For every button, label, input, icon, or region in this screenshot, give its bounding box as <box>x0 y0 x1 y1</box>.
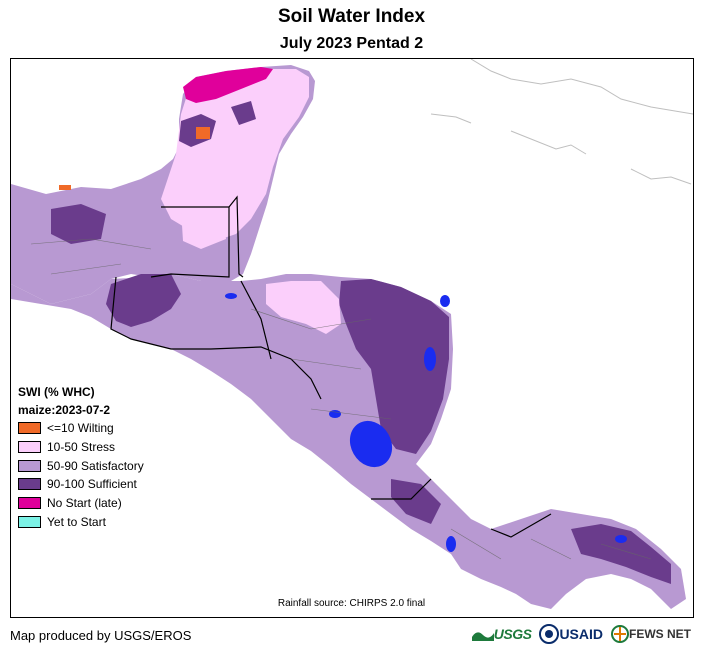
legend-label: <=10 Wilting <box>47 421 114 436</box>
legend-label: 90-100 Sufficient <box>47 477 137 492</box>
legend-title: SWI (% WHC) <box>18 385 95 399</box>
region-no-start <box>183 67 273 103</box>
region-honduras-stress <box>181 207 341 334</box>
water-bodies <box>225 293 627 552</box>
central-america-map <box>11 59 693 609</box>
usgs-logo: USGS <box>471 626 532 642</box>
usgs-wave-icon <box>471 632 494 641</box>
map-title: Soil Water Index <box>277 6 426 27</box>
legend-swatch <box>18 497 41 510</box>
legend-items: <=10 Wilting 10-50 Stress 50-90 Satisfacto… <box>18 419 144 531</box>
legend-item: <=10 Wilting <box>18 419 144 438</box>
legend-swatch <box>18 459 41 472</box>
usaid-seal-icon <box>539 624 560 644</box>
map-frame <box>10 58 694 618</box>
map-subtitle: July 2023 Pentad 2 <box>279 35 424 52</box>
legend: SWI (% WHC) maize:2023-07-2 <=10 Wilting… <box>18 383 144 531</box>
region-yucatan-stress <box>161 69 309 239</box>
map-credit: Map produced by USGS/EROS <box>10 628 192 643</box>
region-panama-sufficient <box>391 479 671 584</box>
legend-swatch <box>18 422 41 435</box>
legend-label: Yet to Start <box>47 514 106 529</box>
usaid-logo: USAID <box>539 624 603 644</box>
legend-swatch <box>18 515 41 528</box>
legend-item: 90-100 Sufficient <box>18 475 144 494</box>
legend-item: No Start (late) <box>18 494 144 513</box>
legend-swatch <box>18 441 41 454</box>
logos: USGS USAID FEWS NET <box>471 624 691 644</box>
legend-subtitle: maize:2023-07-2 <box>18 403 111 417</box>
rainfall-source-note: Rainfall source: CHIRPS 2.0 final <box>277 598 426 609</box>
islands-outline <box>430 59 693 185</box>
region-central-america <box>11 274 686 609</box>
legend-label: 50-90 Satisfactory <box>47 458 144 473</box>
legend-item: 50-90 Satisfactory <box>18 456 144 475</box>
legend-swatch <box>18 478 41 491</box>
legend-item: Yet to Start <box>18 512 144 531</box>
fews-net-logo: FEWS NET <box>611 625 691 643</box>
fews-globe-icon <box>611 625 629 643</box>
admin-lines <box>30 238 652 560</box>
legend-item: 10-50 Stress <box>18 438 144 457</box>
region-mosquitia-sufficient <box>339 279 449 454</box>
legend-label: No Start (late) <box>47 496 122 511</box>
legend-label: 10-50 Stress <box>47 440 116 455</box>
region-guatemala-sufficient <box>51 204 181 327</box>
